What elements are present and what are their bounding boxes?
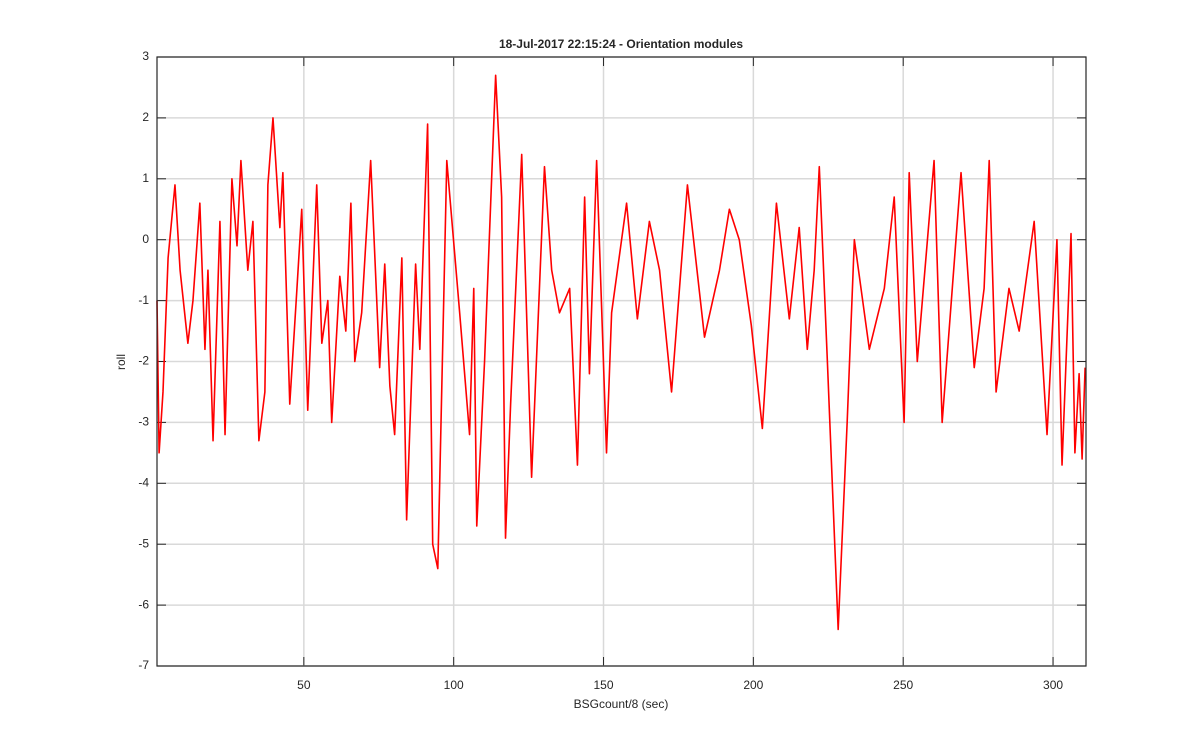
y-tick-label: -6 — [138, 597, 149, 611]
y-tick-label: -4 — [138, 475, 149, 489]
axes-box — [156, 56, 1087, 667]
y-tick-label: -7 — [138, 658, 149, 672]
y-axis-label: roll — [114, 354, 128, 370]
x-tick-label: 250 — [893, 678, 913, 692]
y-tick-label: 0 — [142, 232, 149, 246]
x-tick-label: 50 — [297, 678, 311, 692]
y-tick-label: 3 — [142, 49, 149, 63]
data-line — [156, 74, 1086, 631]
x-tick-label: 100 — [444, 678, 464, 692]
y-tick-label: 2 — [142, 110, 149, 124]
y-tick-label: -3 — [138, 415, 149, 429]
chart-title: 18-Jul-2017 22:15:24 - Orientation modul… — [499, 37, 743, 51]
x-axis-label: BSGcount/8 (sec) — [574, 697, 669, 711]
y-tick-label: -2 — [138, 354, 149, 368]
x-tick-label: 300 — [1043, 678, 1063, 692]
x-tick-label: 150 — [594, 678, 614, 692]
y-tick-label: -5 — [138, 536, 149, 550]
x-tick-label: 200 — [743, 678, 763, 692]
y-tick-label: -1 — [138, 293, 149, 307]
y-tick-label: 1 — [142, 171, 149, 185]
